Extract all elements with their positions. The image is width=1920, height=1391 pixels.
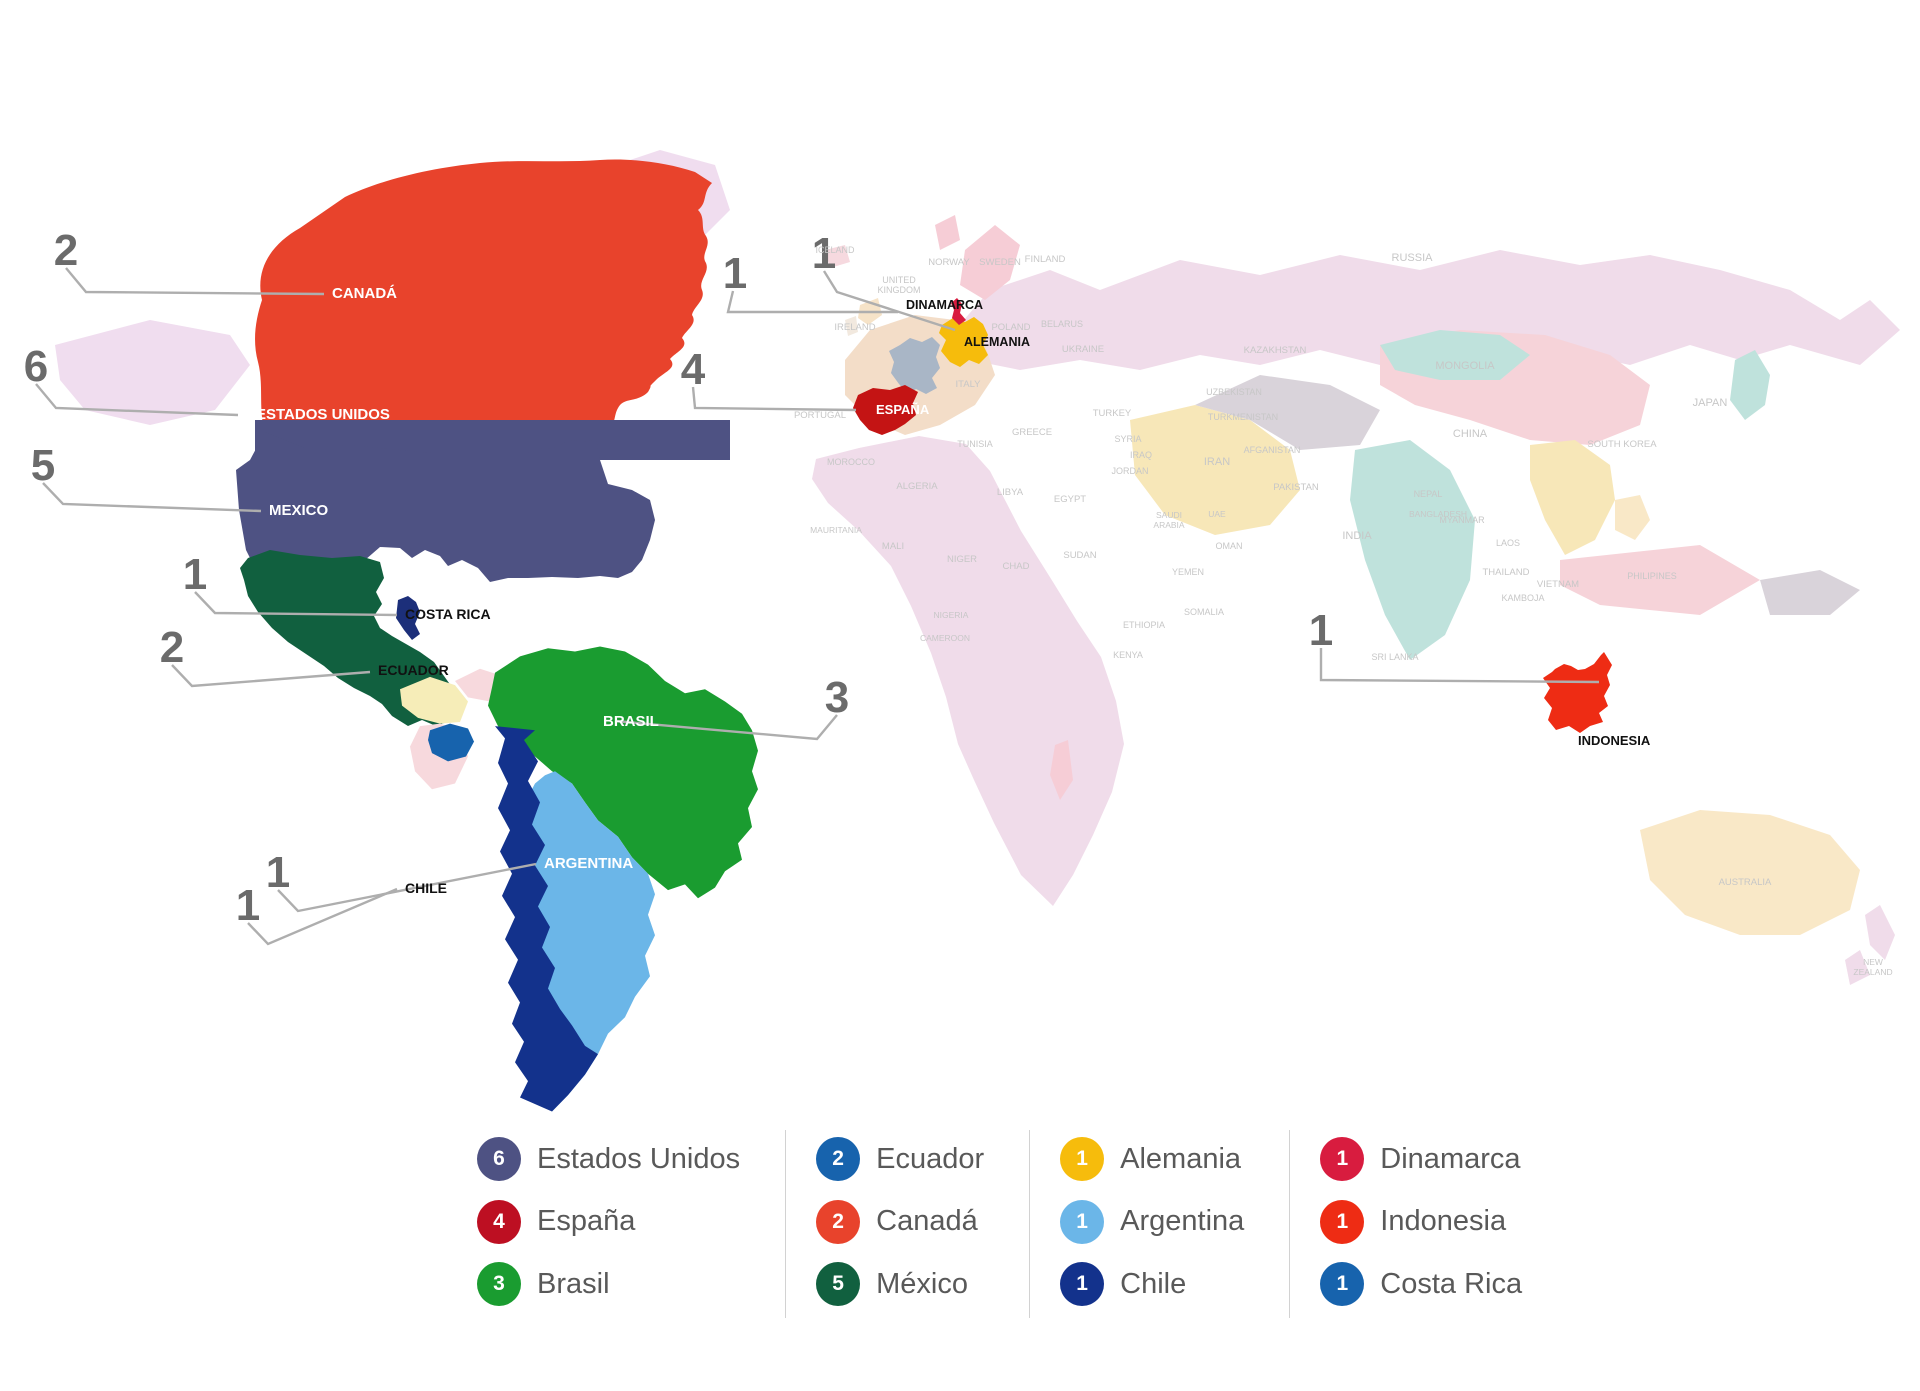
svg-text:ARGENTINA: ARGENTINA bbox=[544, 855, 633, 872]
svg-text:KINGDOM: KINGDOM bbox=[877, 285, 920, 295]
svg-text:DINAMARCA: DINAMARCA bbox=[906, 298, 983, 312]
svg-text:PAKISTAN: PAKISTAN bbox=[1273, 482, 1319, 493]
svg-text:1: 1 bbox=[1309, 606, 1333, 655]
svg-text:GREECE: GREECE bbox=[1012, 427, 1052, 438]
svg-text:1: 1 bbox=[183, 550, 207, 599]
svg-text:3: 3 bbox=[825, 673, 849, 722]
svg-text:CHINA: CHINA bbox=[1453, 428, 1488, 440]
svg-text:2: 2 bbox=[54, 226, 78, 275]
svg-text:MEXICO: MEXICO bbox=[269, 502, 329, 519]
svg-text:6: 6 bbox=[24, 342, 48, 391]
svg-text:UKRAINE: UKRAINE bbox=[1062, 344, 1104, 355]
svg-text:ICELAND: ICELAND bbox=[815, 245, 855, 255]
svg-text:JORDAN: JORDAN bbox=[1111, 466, 1148, 476]
svg-text:ALGERIA: ALGERIA bbox=[896, 481, 938, 492]
svg-text:2: 2 bbox=[160, 623, 184, 672]
svg-text:SUDAN: SUDAN bbox=[1063, 550, 1096, 561]
svg-text:EGYPT: EGYPT bbox=[1054, 494, 1086, 505]
svg-text:ESPAÑA: ESPAÑA bbox=[876, 402, 930, 417]
svg-text:JAPAN: JAPAN bbox=[1693, 397, 1728, 409]
svg-text:NEW: NEW bbox=[1863, 957, 1883, 967]
svg-text:SOMALIA: SOMALIA bbox=[1184, 607, 1224, 617]
svg-text:THAILAND: THAILAND bbox=[1483, 567, 1530, 578]
svg-text:CHILE: CHILE bbox=[405, 880, 447, 896]
svg-text:TURKMENISTAN: TURKMENISTAN bbox=[1208, 412, 1278, 422]
svg-text:1: 1 bbox=[266, 848, 290, 897]
svg-text:BRASIL: BRASIL bbox=[603, 713, 659, 730]
svg-text:1: 1 bbox=[236, 881, 260, 930]
svg-text:5: 5 bbox=[31, 441, 55, 490]
svg-text:KAMBOJA: KAMBOJA bbox=[1501, 593, 1544, 603]
svg-text:RUSSIA: RUSSIA bbox=[1392, 252, 1434, 264]
svg-text:LAOS: LAOS bbox=[1496, 538, 1520, 548]
svg-text:PHILIPINES: PHILIPINES bbox=[1627, 571, 1677, 581]
svg-text:PORTUGAL: PORTUGAL bbox=[794, 410, 846, 421]
svg-text:MAURITANIA: MAURITANIA bbox=[810, 525, 862, 535]
svg-text:NIGERIA: NIGERIA bbox=[934, 610, 969, 620]
svg-text:OMAN: OMAN bbox=[1216, 541, 1243, 551]
svg-text:TUNISIA: TUNISIA bbox=[957, 439, 993, 449]
svg-text:IRELAND: IRELAND bbox=[834, 322, 875, 333]
svg-text:UZBEKISTAN: UZBEKISTAN bbox=[1206, 387, 1262, 397]
svg-text:NORWAY: NORWAY bbox=[928, 257, 970, 268]
svg-text:AUSTRALIA: AUSTRALIA bbox=[1719, 877, 1772, 888]
svg-text:UAE: UAE bbox=[1208, 509, 1226, 519]
svg-text:CANADÁ: CANADÁ bbox=[332, 285, 397, 302]
svg-text:SAUDI: SAUDI bbox=[1156, 510, 1182, 520]
svg-text:ALEMANIA: ALEMANIA bbox=[964, 335, 1030, 349]
svg-text:VIETNAM: VIETNAM bbox=[1537, 579, 1579, 590]
svg-text:MONGOLIA: MONGOLIA bbox=[1435, 360, 1495, 372]
svg-text:SYRIA: SYRIA bbox=[1114, 434, 1141, 444]
svg-text:ETHIOPIA: ETHIOPIA bbox=[1123, 620, 1165, 630]
svg-text:1: 1 bbox=[723, 249, 747, 298]
svg-text:NIGER: NIGER bbox=[947, 554, 977, 565]
svg-text:MOROCCO: MOROCCO bbox=[827, 457, 875, 467]
svg-text:INDONESIA: INDONESIA bbox=[1578, 733, 1651, 748]
svg-text:NEPAL: NEPAL bbox=[1414, 489, 1443, 499]
svg-text:IRAQ: IRAQ bbox=[1130, 450, 1152, 460]
svg-text:FINLAND: FINLAND bbox=[1025, 254, 1066, 265]
svg-text:CAMEROON: CAMEROON bbox=[920, 633, 970, 643]
svg-text:ECUADOR: ECUADOR bbox=[378, 662, 449, 678]
svg-text:LIBYA: LIBYA bbox=[997, 487, 1024, 498]
svg-text:4: 4 bbox=[681, 345, 706, 394]
svg-text:KENYA: KENYA bbox=[1113, 650, 1143, 660]
svg-text:SRI LANKA: SRI LANKA bbox=[1371, 652, 1418, 662]
svg-text:BANGLADESH: BANGLADESH bbox=[1409, 509, 1467, 519]
svg-text:TURKEY: TURKEY bbox=[1093, 408, 1132, 419]
svg-text:POLAND: POLAND bbox=[991, 322, 1030, 333]
svg-text:AFGANISTAN: AFGANISTAN bbox=[1244, 445, 1301, 455]
svg-text:KAZAKHSTAN: KAZAKHSTAN bbox=[1244, 345, 1307, 356]
svg-text:BELARUS: BELARUS bbox=[1041, 319, 1083, 329]
svg-text:UNITED: UNITED bbox=[882, 275, 916, 285]
svg-text:MALI: MALI bbox=[882, 541, 904, 552]
svg-text:SOUTH KOREA: SOUTH KOREA bbox=[1587, 439, 1657, 450]
svg-text:ZEALAND: ZEALAND bbox=[1853, 967, 1892, 977]
svg-text:IRAN: IRAN bbox=[1204, 456, 1230, 468]
svg-text:ESTADOS UNIDOS: ESTADOS UNIDOS bbox=[256, 406, 390, 423]
svg-text:ARABIA: ARABIA bbox=[1153, 520, 1185, 530]
svg-text:YEMEN: YEMEN bbox=[1172, 567, 1204, 577]
svg-text:SWEDEN: SWEDEN bbox=[979, 257, 1021, 268]
svg-text:INDIA: INDIA bbox=[1342, 530, 1372, 542]
svg-text:COSTA RICA: COSTA RICA bbox=[405, 606, 491, 622]
svg-text:CHAD: CHAD bbox=[1003, 561, 1030, 572]
svg-text:ITALY: ITALY bbox=[956, 379, 982, 390]
